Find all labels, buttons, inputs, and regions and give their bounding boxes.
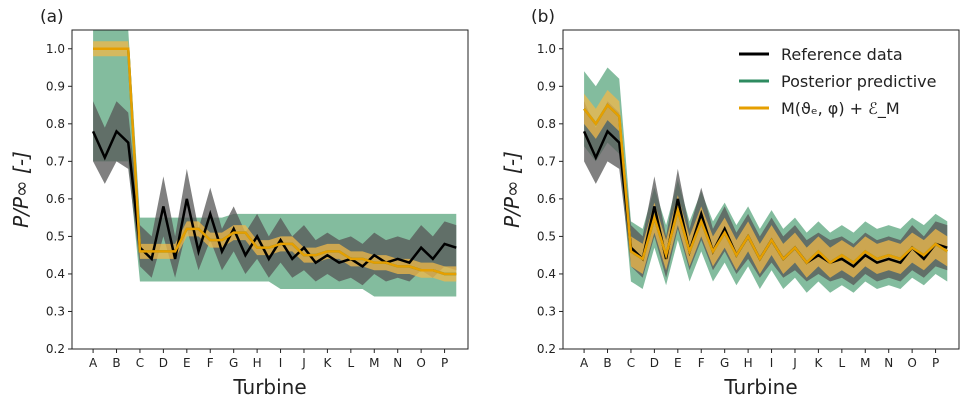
y-tick-label: 0.2	[537, 342, 556, 356]
panel-label: (b)	[531, 7, 555, 27]
x-tick-label: G	[720, 356, 729, 370]
x-axis-label: Turbine	[232, 375, 306, 399]
legend-label: Reference data	[781, 45, 903, 64]
series-line	[583, 103, 948, 265]
x-tick-label: I	[279, 356, 283, 370]
x-tick-label: M	[860, 356, 870, 370]
y-tick-label: 0.4	[537, 267, 556, 281]
y-tick-label: 0.8	[537, 117, 556, 131]
x-tick-label: P	[441, 356, 448, 370]
x-tick-label: M	[369, 356, 379, 370]
y-tick-label: 1.0	[537, 42, 556, 56]
x-tick-label: O	[907, 356, 916, 370]
plot-area	[582, 67, 948, 293]
x-tick-label: L	[838, 356, 845, 370]
y-tick-label: 0.6	[46, 192, 65, 206]
x-tick-label: P	[932, 356, 939, 370]
x-tick-label: N	[884, 356, 893, 370]
y-tick-label: 0.8	[46, 117, 65, 131]
x-tick-label: H	[744, 356, 753, 370]
x-tick-label: L	[347, 356, 354, 370]
x-tick-label: O	[416, 356, 425, 370]
series-line	[93, 47, 457, 276]
legend-label: Posterior predictive	[781, 72, 936, 91]
y-tick-label: 0.3	[46, 304, 65, 318]
x-tick-label: G	[229, 356, 238, 370]
x-tick-label: D	[159, 356, 168, 370]
axes-frame	[562, 29, 960, 350]
x-tick-label: F	[698, 356, 705, 370]
y-tick-label: 0.5	[46, 229, 65, 243]
y-tick-label: 0.2	[46, 342, 65, 356]
x-tick-label: A	[580, 356, 589, 370]
axes-frame	[71, 29, 469, 350]
x-axis-label: Turbine	[723, 375, 797, 399]
x-tick-label: H	[253, 356, 262, 370]
x-tick-label: B	[603, 356, 611, 370]
x-tick-label: I	[770, 356, 774, 370]
y-axis-label: P/P∞ [-]	[500, 151, 524, 228]
y-tick-label: 0.6	[537, 192, 556, 206]
y-tick-label: 0.7	[537, 154, 556, 168]
x-tick-label: B	[112, 356, 120, 370]
x-tick-label: J	[301, 356, 306, 370]
uncertainty-band	[584, 90, 948, 278]
legend-label: M(ϑₑ, φ) + ℰ_M	[781, 99, 900, 119]
x-tick-label: E	[183, 356, 191, 370]
panel-label: (a)	[40, 7, 64, 27]
plot-area	[91, 30, 457, 297]
y-tick-label: 0.5	[537, 229, 556, 243]
x-tick-label: A	[89, 356, 98, 370]
series-line	[91, 129, 457, 269]
x-tick-label: E	[674, 356, 682, 370]
y-tick-label: 0.4	[46, 267, 65, 281]
x-tick-label: C	[627, 356, 635, 370]
y-tick-label: 1.0	[46, 42, 65, 56]
y-tick-label: 0.3	[537, 304, 556, 318]
y-tick-label: 0.9	[537, 79, 556, 93]
x-tick-label: D	[650, 356, 659, 370]
y-axis-label: P/P∞ [-]	[9, 151, 33, 228]
x-tick-label: K	[323, 356, 332, 370]
x-tick-label: F	[207, 356, 214, 370]
y-tick-label: 0.7	[46, 154, 65, 168]
x-tick-label: C	[136, 356, 144, 370]
x-tick-label: K	[814, 356, 823, 370]
x-tick-label: J	[792, 356, 797, 370]
x-tick-label: N	[393, 356, 402, 370]
y-tick-label: 0.9	[46, 79, 65, 93]
uncertainty-band	[584, 101, 948, 286]
